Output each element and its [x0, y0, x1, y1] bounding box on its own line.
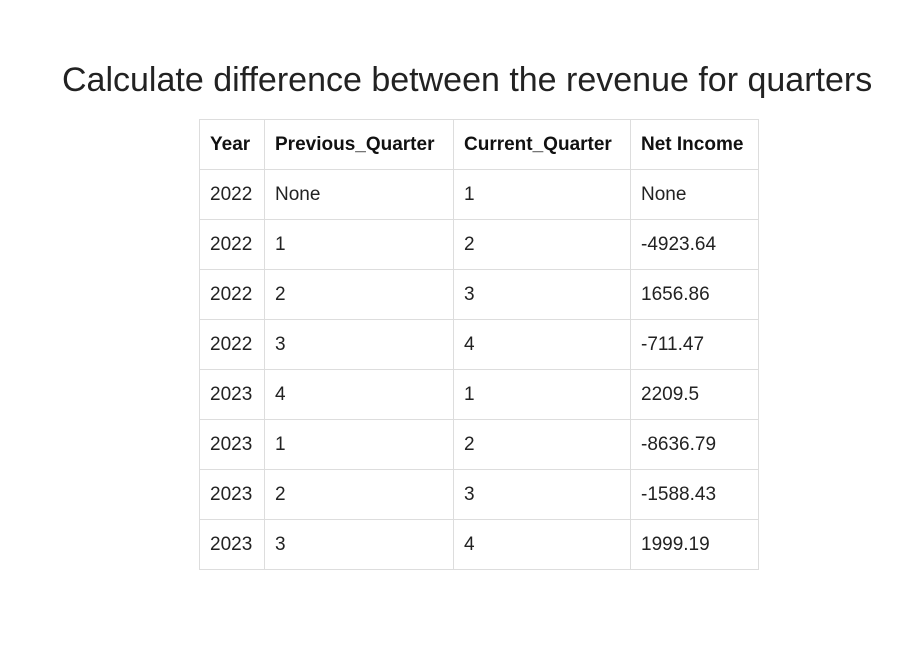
table-row: 2023 4 1 2209.5 [199, 369, 759, 420]
column-header-current-quarter: Current_Quarter [453, 119, 631, 170]
table-row: 2022 1 2 -4923.64 [199, 219, 759, 270]
cell-current-quarter: 2 [453, 419, 631, 470]
cell-net-income: -711.47 [630, 319, 759, 370]
cell-current-quarter: 3 [453, 269, 631, 320]
table-header: Year Previous_Quarter Current_Quarter Ne… [199, 119, 759, 170]
column-header-net-income: Net Income [630, 119, 759, 170]
table-row: 2023 2 3 -1588.43 [199, 469, 759, 520]
cell-year: 2022 [199, 219, 265, 270]
cell-previous-quarter: 3 [264, 319, 454, 370]
cell-year: 2022 [199, 319, 265, 370]
cell-year: 2022 [199, 269, 265, 320]
cell-net-income: -1588.43 [630, 469, 759, 520]
cell-year: 2023 [199, 519, 265, 570]
cell-net-income: -4923.64 [630, 219, 759, 270]
table-row: 2022 None 1 None [199, 169, 759, 220]
cell-net-income: 1656.86 [630, 269, 759, 320]
cell-previous-quarter: 1 [264, 219, 454, 270]
page-title: Calculate difference between the revenue… [62, 61, 873, 99]
cell-year: 2023 [199, 419, 265, 470]
cell-previous-quarter: 4 [264, 369, 454, 420]
table-row: 2022 2 3 1656.86 [199, 269, 759, 320]
table-row: 2023 1 2 -8636.79 [199, 419, 759, 470]
cell-current-quarter: 2 [453, 219, 631, 270]
cell-current-quarter: 1 [453, 169, 631, 220]
cell-net-income: 2209.5 [630, 369, 759, 420]
cell-current-quarter: 3 [453, 469, 631, 520]
cell-previous-quarter: 3 [264, 519, 454, 570]
cell-previous-quarter: None [264, 169, 454, 220]
cell-current-quarter: 4 [453, 519, 631, 570]
cell-previous-quarter: 1 [264, 419, 454, 470]
table-header-row: Year Previous_Quarter Current_Quarter Ne… [199, 119, 759, 170]
results-table: Year Previous_Quarter Current_Quarter Ne… [199, 119, 759, 570]
cell-net-income: -8636.79 [630, 419, 759, 470]
cell-previous-quarter: 2 [264, 269, 454, 320]
cell-year: 2022 [199, 169, 265, 220]
cell-previous-quarter: 2 [264, 469, 454, 520]
table-body: 2022 None 1 None 2022 1 2 -4923.64 2022 … [199, 169, 759, 570]
table-row: 2022 3 4 -711.47 [199, 319, 759, 370]
cell-current-quarter: 4 [453, 319, 631, 370]
cell-year: 2023 [199, 369, 265, 420]
cell-net-income: 1999.19 [630, 519, 759, 570]
cell-year: 2023 [199, 469, 265, 520]
cell-net-income: None [630, 169, 759, 220]
cell-current-quarter: 1 [453, 369, 631, 420]
column-header-year: Year [199, 119, 265, 170]
column-header-previous-quarter: Previous_Quarter [264, 119, 454, 170]
table-row: 2023 3 4 1999.19 [199, 519, 759, 570]
